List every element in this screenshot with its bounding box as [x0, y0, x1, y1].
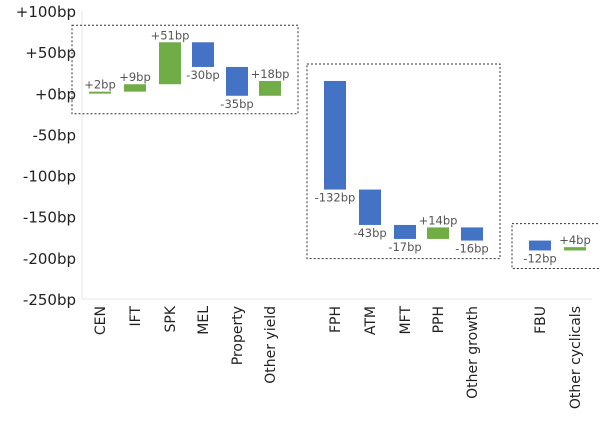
bar-mft [394, 224, 416, 239]
bar-other-growth [461, 227, 483, 241]
bar-property [226, 66, 248, 96]
x-tick-label: CEN [93, 306, 109, 335]
x-tick-label: Other yield [263, 306, 279, 384]
data-label: +51bp [151, 28, 190, 42]
y-tick-label: -200bp [23, 250, 76, 268]
x-tick-label: MEL [196, 306, 212, 335]
group-box-2 [306, 63, 501, 260]
bar-cen [89, 91, 111, 94]
x-tick-label: ATM [363, 306, 379, 335]
bar-other-yield [259, 80, 281, 96]
data-label: -16bp [455, 242, 488, 256]
data-label: +18bp [251, 67, 290, 81]
data-label: +2bp [84, 78, 116, 92]
x-tick-label: FBU [533, 306, 549, 334]
x-tick-label: MFT [398, 306, 414, 335]
bar-ift [124, 84, 146, 92]
data-label: +9bp [119, 70, 151, 84]
data-label: -132bp [315, 191, 356, 205]
x-tick-label: IFT [128, 306, 144, 327]
data-label: -17bp [388, 240, 421, 254]
data-label: -12bp [523, 251, 556, 265]
y-tick-label: -150bp [23, 209, 76, 227]
x-tick-label: Other growth [465, 306, 481, 399]
bar-other-cyclicals [564, 247, 586, 251]
group-box-1 [71, 24, 299, 115]
data-label: -43bp [353, 226, 386, 240]
x-tick-label: Property [230, 306, 246, 365]
y-tick-label: +0bp [35, 85, 76, 103]
data-label: +4bp [559, 233, 591, 247]
y-tick-label: -50bp [32, 126, 76, 144]
data-label: +14bp [419, 213, 458, 227]
bar-spk [159, 42, 181, 85]
data-label: -35bp [220, 97, 253, 111]
data-label: -30bp [186, 68, 219, 82]
bar-mel [192, 42, 214, 67]
y-tick-label: +100bp [16, 3, 76, 21]
y-tick-label: +50bp [25, 44, 76, 62]
group-box-3 [511, 223, 600, 269]
x-tick-label: PPH [431, 306, 447, 333]
y-tick-label: -250bp [23, 291, 76, 309]
x-tick-label: SPK [163, 305, 179, 332]
bar-fbu [529, 240, 551, 251]
bar-pph [427, 227, 449, 239]
x-tick-label: Other cyclicals [568, 306, 584, 409]
bar-atm [359, 189, 381, 225]
y-tick-label: -100bp [23, 168, 76, 186]
bar-fph [324, 80, 346, 190]
x-tick-label: FPH [328, 306, 344, 333]
